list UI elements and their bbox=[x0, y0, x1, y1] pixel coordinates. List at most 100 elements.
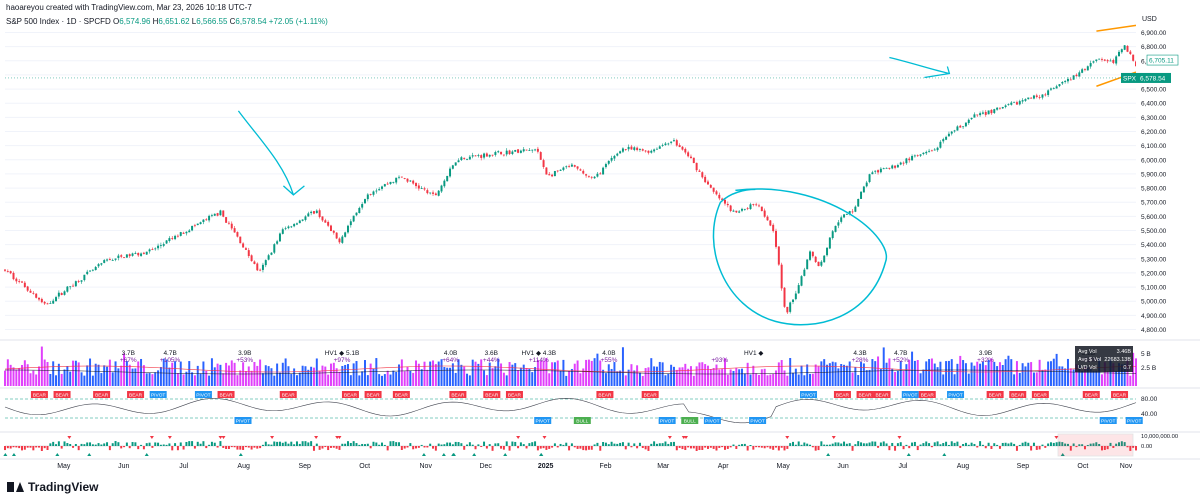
candles bbox=[4, 44, 1137, 315]
price-tick-label: 5,300.00 bbox=[1141, 256, 1167, 263]
volume-bar bbox=[154, 372, 157, 386]
osc-bar bbox=[406, 446, 409, 448]
candle-body bbox=[230, 223, 233, 229]
osc-sell-marker bbox=[67, 436, 72, 439]
volume-bar bbox=[922, 369, 925, 386]
osc-bar bbox=[1109, 442, 1112, 446]
rs-tag-box bbox=[127, 391, 145, 398]
candle-body bbox=[341, 236, 344, 243]
volume-bar bbox=[134, 368, 137, 386]
osc-bar bbox=[208, 444, 211, 446]
osc-bar bbox=[293, 444, 296, 446]
candle-body bbox=[352, 215, 355, 222]
volume-bar bbox=[369, 363, 372, 386]
candle-body bbox=[423, 188, 426, 190]
candle-body bbox=[395, 177, 398, 183]
legend-symbol[interactable]: S&P 500 Index · 1D · SPCFD bbox=[6, 17, 111, 26]
rs-tag-label: PIVOT bbox=[750, 419, 764, 425]
time-tick-label: May bbox=[57, 463, 71, 470]
osc-sell-marker bbox=[270, 436, 275, 439]
volume-bar bbox=[29, 373, 32, 386]
footer-bar bbox=[0, 474, 1200, 499]
osc-bar bbox=[743, 443, 746, 446]
volume-bar bbox=[545, 358, 548, 386]
osc-bar bbox=[426, 446, 429, 448]
volume-bar bbox=[508, 362, 511, 386]
candle-body bbox=[650, 150, 653, 153]
volume-bar bbox=[114, 361, 117, 386]
rs-tag-label: BEAR bbox=[485, 393, 499, 399]
osc-bar bbox=[990, 446, 993, 449]
osc-bar bbox=[987, 442, 990, 446]
rs-tag-label: PIVOT bbox=[196, 393, 210, 399]
osc-bar bbox=[485, 446, 488, 449]
candle-body bbox=[332, 230, 335, 233]
volume-bar bbox=[125, 361, 128, 386]
annotation-arrowhead-sep bbox=[282, 185, 305, 196]
candle-body bbox=[29, 290, 32, 293]
time-axis[interactable]: May Jun Jul Aug Sep Oct Nov Dec 2025 Feb Mar Apr May… bbox=[0, 458, 1200, 470]
candle-body bbox=[885, 167, 888, 169]
candle-body bbox=[361, 204, 364, 208]
candle-body bbox=[723, 199, 726, 204]
chart-canvas[interactable]: USD6,900.006,800.006,700.006,600.006,500… bbox=[0, 0, 1200, 474]
volume-pane[interactable]: 3.7B+67%4.7B+105%3.9B+53%HV1 ◆ 5.1B+97%4… bbox=[0, 339, 1200, 386]
osc-bar bbox=[148, 442, 151, 446]
candle-body bbox=[709, 185, 712, 188]
volume-bar bbox=[420, 369, 423, 386]
tradingview-logo[interactable]: TradingView bbox=[7, 480, 98, 494]
volume-bar bbox=[534, 367, 537, 386]
candle-body bbox=[1044, 94, 1047, 96]
volume-bar bbox=[301, 365, 304, 386]
volume-bar bbox=[718, 369, 721, 386]
osc-bar bbox=[182, 446, 185, 450]
candle-body bbox=[1001, 106, 1004, 109]
candle-body bbox=[321, 216, 324, 221]
candle-body bbox=[1083, 69, 1086, 71]
candle-body bbox=[236, 232, 239, 237]
candle-body bbox=[585, 174, 588, 176]
candle-body bbox=[820, 261, 823, 266]
volume-bar bbox=[247, 366, 250, 386]
osc-bar bbox=[502, 446, 505, 450]
oscillator-pane[interactable]: 10,000,000.00 0.00 bbox=[0, 431, 1200, 457]
osc-bar bbox=[780, 446, 783, 448]
volume-label-value: HV1 ◆ 5.1B bbox=[325, 350, 360, 357]
osc-bar bbox=[216, 446, 219, 448]
volume-label-value: 4.3B bbox=[853, 350, 866, 357]
volume-bar bbox=[556, 360, 559, 386]
candle-body bbox=[483, 153, 486, 158]
osc-sell-marker bbox=[516, 436, 521, 439]
osc-bar bbox=[108, 446, 111, 451]
volume-bar bbox=[239, 370, 242, 386]
volume-bar bbox=[531, 372, 534, 386]
candle-body bbox=[420, 188, 423, 190]
volume-bar bbox=[417, 363, 420, 386]
osc-bar bbox=[528, 443, 531, 446]
osc-bar bbox=[831, 443, 834, 446]
volume-bar bbox=[638, 372, 641, 386]
candle-body bbox=[137, 252, 140, 256]
volume-bar bbox=[582, 368, 585, 386]
drawing-annotations[interactable] bbox=[237, 24, 1137, 326]
volume-bar bbox=[990, 358, 993, 386]
volume-bar bbox=[1007, 355, 1010, 386]
rs-tag-box bbox=[901, 391, 919, 398]
volume-bar bbox=[106, 366, 109, 386]
rs-tag-bear: BEAR bbox=[217, 391, 235, 399]
volume-bar bbox=[6, 359, 9, 386]
osc-bar bbox=[310, 441, 313, 446]
osc-bar bbox=[794, 444, 797, 446]
osc-bar bbox=[545, 446, 548, 450]
osc-bar bbox=[1092, 443, 1095, 446]
candle-body bbox=[366, 194, 369, 200]
price-axis[interactable]: USD6,900.006,800.006,700.006,600.006,500… bbox=[5, 0, 1200, 474]
candle-body bbox=[828, 237, 831, 249]
marker-price-tag: 6,705.11 bbox=[1146, 54, 1179, 66]
candle-body bbox=[480, 155, 483, 158]
volume-bar bbox=[40, 346, 43, 386]
volume-bar bbox=[383, 374, 386, 386]
volume-bar bbox=[644, 368, 647, 386]
osc-bar bbox=[480, 446, 483, 448]
